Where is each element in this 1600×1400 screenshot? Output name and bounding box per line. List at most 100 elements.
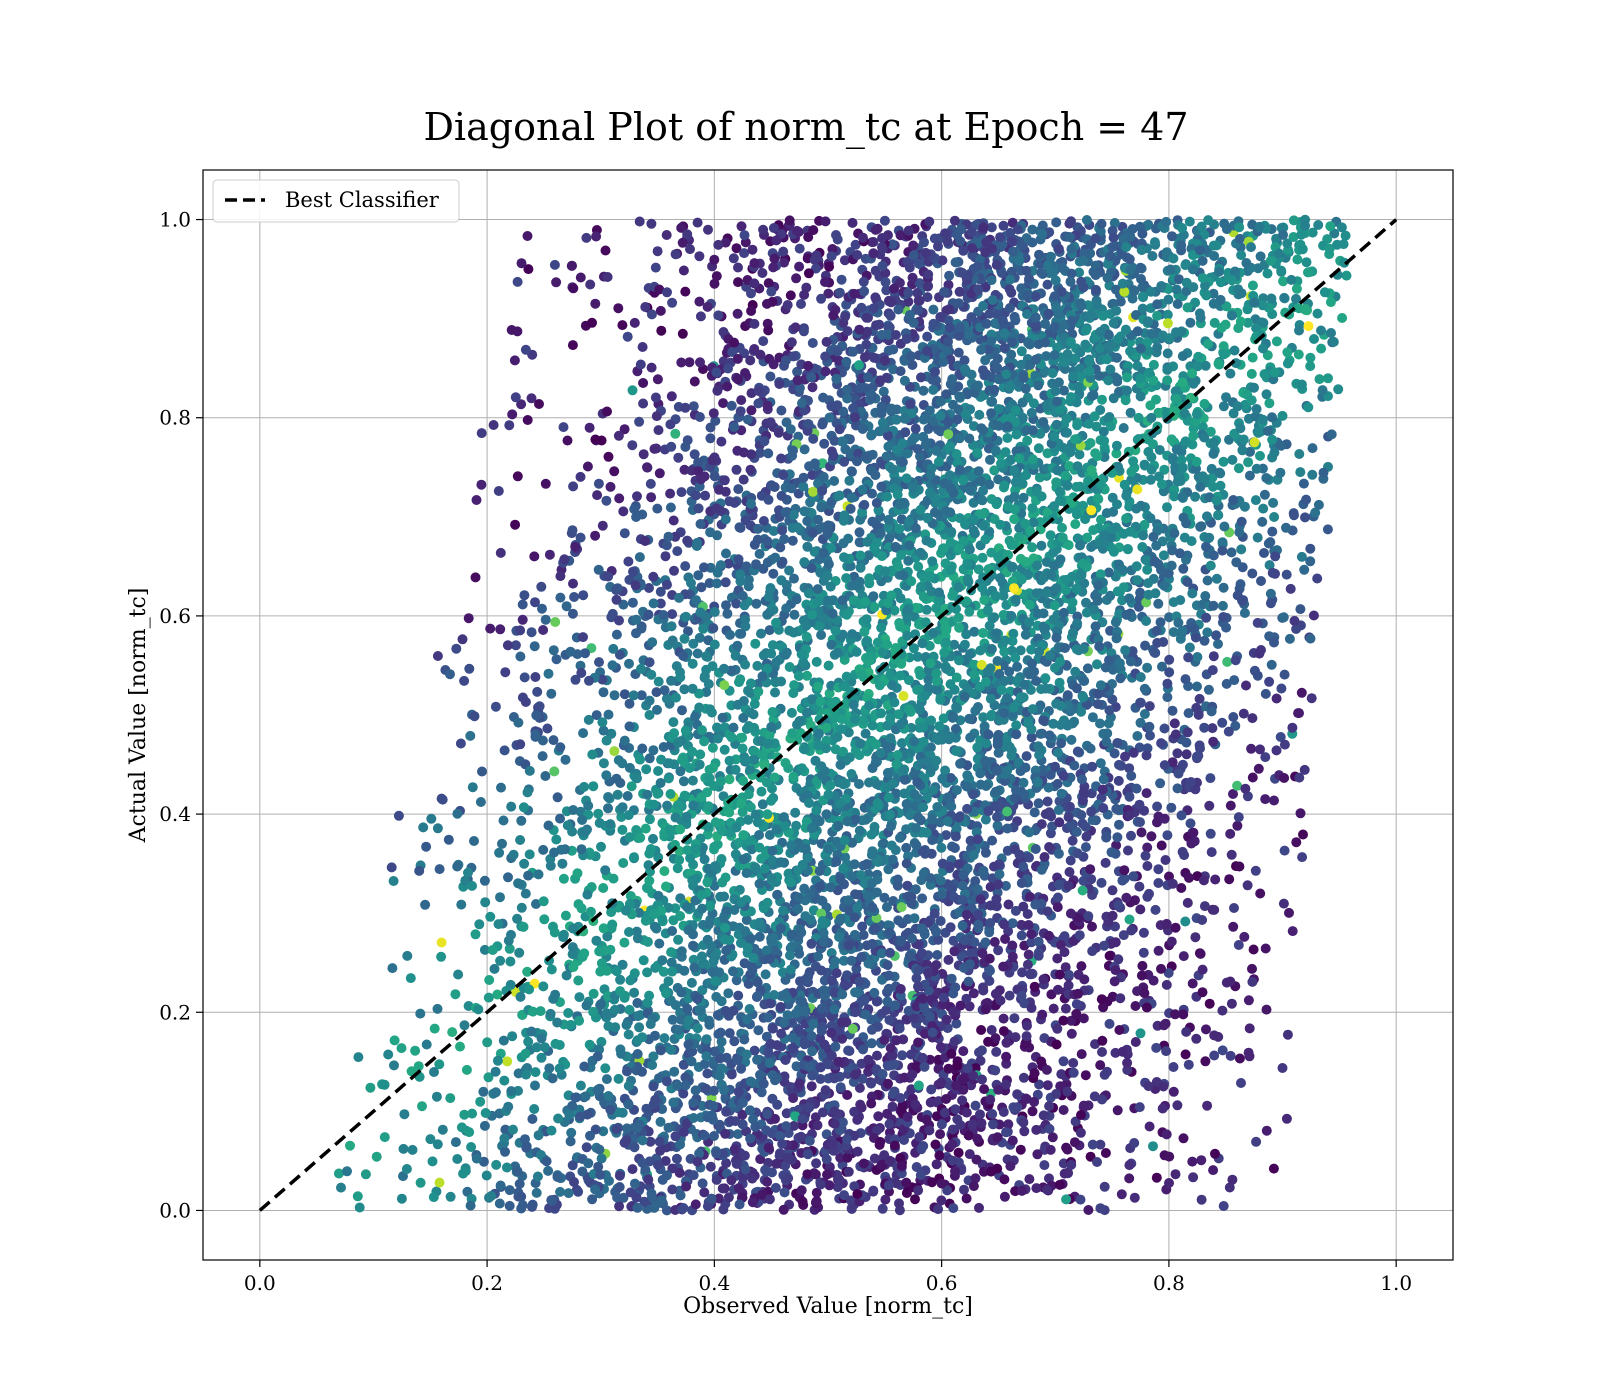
- scatter-point: [1229, 903, 1239, 913]
- scatter-point: [1130, 1001, 1141, 1011]
- scatter-point: [867, 516, 878, 527]
- scatter-point: [650, 262, 661, 273]
- scatter-point: [1229, 345, 1240, 356]
- scatter-point: [974, 1202, 984, 1213]
- scatter-point: [689, 376, 700, 387]
- scatter-point: [336, 1182, 346, 1193]
- scatter-point: [437, 1124, 448, 1135]
- scatter-point: [1255, 888, 1266, 899]
- scatter-point: [635, 754, 645, 765]
- scatter-point: [587, 749, 598, 760]
- scatter-point: [819, 975, 830, 986]
- scatter-point: [567, 340, 578, 351]
- scatter-point: [1108, 232, 1119, 243]
- scatter-point: [1155, 778, 1166, 789]
- scatter-point: [778, 1204, 789, 1215]
- scatter-point: [1164, 654, 1175, 665]
- scatter-point: [764, 830, 775, 840]
- scatter-point: [1068, 627, 1078, 638]
- scatter-point: [1260, 794, 1271, 805]
- scatter-point: [697, 1100, 708, 1111]
- scatter-point: [1227, 454, 1238, 465]
- scatter-point: [637, 1032, 648, 1043]
- scatter-point: [480, 897, 491, 908]
- scatter-point: [1224, 874, 1235, 885]
- scatter-point: [959, 1184, 969, 1195]
- scatter-point: [569, 592, 580, 602]
- scatter-point: [1067, 835, 1078, 846]
- scatter-point: [1246, 368, 1257, 379]
- scatter-point: [680, 561, 691, 572]
- scatter-point: [1151, 394, 1161, 405]
- scatter-point: [495, 547, 506, 558]
- scatter-point: [518, 802, 529, 813]
- scatter-point: [978, 712, 989, 723]
- scatter-point: [882, 767, 893, 778]
- scatter-point: [921, 604, 932, 615]
- scatter-point: [1289, 510, 1299, 521]
- scatter-point: [661, 881, 671, 892]
- scatter-point: [542, 723, 553, 734]
- scatter-point: [1281, 1113, 1292, 1124]
- scatter-point: [445, 669, 455, 680]
- scatter-point: [1145, 730, 1155, 741]
- scatter-point: [679, 633, 690, 644]
- scatter-point: [976, 1025, 987, 1035]
- scatter-point: [998, 220, 1009, 231]
- scatter-point: [402, 950, 413, 961]
- scatter-point: [787, 728, 798, 739]
- scatter-point: [1092, 1157, 1102, 1167]
- scatter-point: [764, 625, 775, 636]
- scatter-point: [676, 487, 687, 498]
- scatter-point: [1075, 1194, 1086, 1205]
- scatter-point: [1021, 751, 1032, 762]
- scatter-point: [648, 571, 659, 582]
- scatter-point: [1096, 514, 1106, 525]
- scatter-point: [592, 490, 603, 501]
- scatter-point: [1132, 731, 1143, 741]
- scatter-point: [1084, 356, 1095, 367]
- scatter-point: [732, 1129, 743, 1140]
- scatter-point: [758, 336, 769, 347]
- scatter-point: [522, 787, 533, 798]
- scatter-point: [1230, 720, 1241, 731]
- scatter-point: [1250, 495, 1261, 506]
- scatter-point: [1162, 364, 1173, 375]
- scatter-point: [1074, 267, 1085, 278]
- scatter-point: [638, 955, 649, 966]
- scatter-point: [514, 1178, 525, 1189]
- scatter-point: [642, 967, 653, 978]
- scatter-point: [584, 1039, 595, 1050]
- scatter-point: [467, 782, 478, 793]
- scatter-point: [854, 527, 865, 538]
- scatter-point: [1291, 283, 1302, 294]
- scatter-point: [609, 466, 620, 477]
- scatter-point: [1181, 737, 1192, 748]
- scatter-point: [1234, 222, 1245, 233]
- scatter-point: [776, 575, 787, 586]
- scatter-point: [570, 674, 581, 685]
- scatter-point: [1221, 678, 1232, 689]
- scatter-point: [427, 1156, 438, 1167]
- scatter-point: [924, 405, 935, 416]
- scatter-point: [1051, 217, 1062, 228]
- scatter-point: [604, 1175, 614, 1186]
- scatter-point: [1292, 254, 1303, 265]
- scatter-point: [1016, 359, 1027, 370]
- scatter-point: [1185, 317, 1196, 328]
- scatter-point: [1234, 1053, 1245, 1064]
- scatter-point: [1074, 449, 1085, 460]
- scatter-point: [1179, 532, 1190, 543]
- scatter-point: [910, 1194, 920, 1205]
- scatter-point: [1246, 743, 1257, 754]
- scatter-point: [632, 933, 643, 944]
- scatter-point: [1222, 656, 1233, 667]
- scatter-point: [739, 230, 750, 241]
- scatter-point: [1303, 267, 1313, 278]
- scatter-point: [736, 395, 747, 406]
- scatter-point: [891, 788, 902, 799]
- scatter-point: [861, 614, 872, 625]
- scatter-point: [550, 617, 561, 627]
- scatter-point: [700, 490, 711, 501]
- scatter-point: [1100, 1148, 1111, 1158]
